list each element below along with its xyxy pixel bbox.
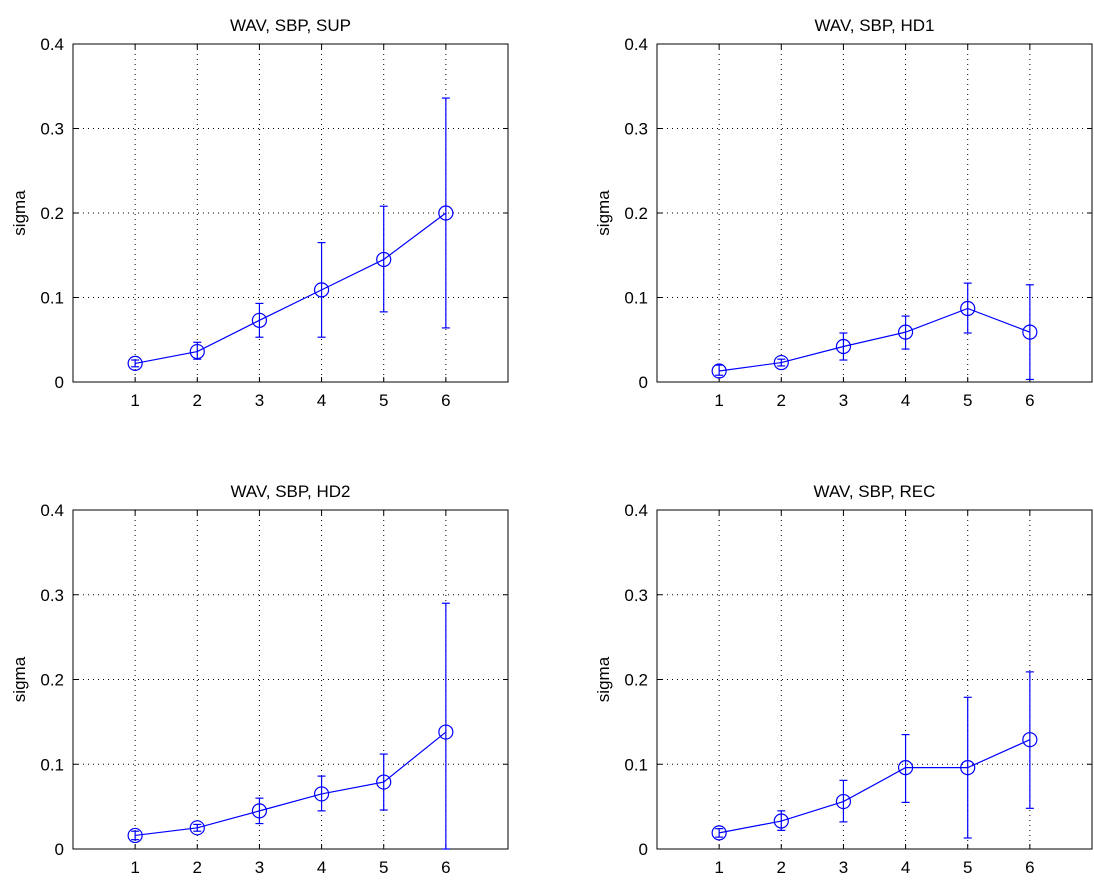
y-tick-label: 0.4 [624,501,648,520]
y-tick-label: 0.1 [40,289,64,308]
data-point [313,282,330,298]
x-tick-label: 2 [193,391,202,410]
chart-title: WAV, SBP, HD2 [231,482,351,501]
chart-title: WAV, SBP, REC [814,482,936,501]
y-axis-label: sigma [594,656,613,702]
y-tick-label: 0.2 [624,671,648,690]
data-point [376,251,392,268]
x-tick-label: 4 [317,858,326,877]
data-point [189,820,205,836]
y-tick-label: 0.4 [40,501,64,520]
x-tick-label: 1 [130,858,139,877]
x-tick-label: 6 [441,858,450,877]
x-tick-label: 5 [963,858,972,877]
x-tick-label: 5 [379,391,388,410]
x-tick-label: 4 [901,858,910,877]
x-tick-label: 2 [193,858,202,877]
y-tick-label: 0.3 [624,120,648,139]
x-tick-label: 1 [130,391,139,410]
data-point [835,793,852,810]
data-point [127,827,143,844]
data-point [711,363,727,379]
series-line [135,731,447,837]
data-point [1022,324,1038,340]
x-tick-label: 1 [714,391,723,410]
data-point [835,338,852,355]
x-tick-label: 6 [441,391,450,410]
y-axis-label: sigma [10,190,29,236]
data-point [438,205,454,221]
data-point [773,813,789,829]
subplot-sup: 1 2 3 4 5 6 0 0.1 0.2 0.3 0.4 WAV, SBP, SUP sigma [10,16,509,410]
plot-area [73,510,508,849]
x-tick-label: 3 [839,391,848,410]
x-tick-label: 1 [714,858,723,877]
y-tick-label: 0.1 [40,755,64,774]
data-point [773,354,789,371]
subplot-rec: 1 2 3 4 5 6 0 0.1 0.2 0.3 0.4 WAV, SBP, REC sigma [594,482,1093,877]
y-tick-label: 0 [639,840,648,859]
x-tick-label: 3 [255,391,264,410]
x-tick-label: 4 [317,391,326,410]
data-point [313,786,330,802]
subplot-hd1: 1 2 3 4 5 6 0 0.1 0.2 0.3 0.4 WAV, SBP, HD1 sigma [594,16,1093,410]
data-point [1022,732,1038,748]
x-tick-label: 3 [255,858,264,877]
plot-area [73,44,508,382]
x-tick-label: 5 [379,858,388,877]
x-tick-label: 6 [1025,858,1034,877]
x-tick-label: 6 [1025,391,1034,410]
x-tick-label: 2 [777,858,786,877]
series-line [719,307,1031,372]
y-tick-label: 0 [639,373,648,392]
y-tick-label: 0.4 [624,35,648,54]
y-axis-label: sigma [10,656,29,702]
y-tick-label: 0.3 [624,586,648,605]
data-point [251,312,268,328]
y-tick-label: 0.2 [40,204,64,223]
x-tick-label: 2 [777,391,786,410]
plot-area [657,44,1092,382]
y-tick-label: 0.2 [624,204,648,223]
y-tick-label: 0.1 [624,755,648,774]
data-point [127,355,143,372]
chart-title: WAV, SBP, HD1 [815,16,935,35]
y-tick-label: 0.4 [40,35,64,54]
y-tick-label: 0.3 [40,586,64,605]
series-line [135,212,447,364]
data-point [960,300,976,317]
y-tick-label: 0 [55,840,64,859]
chart-title: WAV, SBP, SUP [230,16,351,35]
data-point [960,760,976,776]
y-tick-label: 0 [55,373,64,392]
x-tick-label: 4 [901,391,910,410]
data-point [897,760,914,776]
data-point [438,724,454,740]
data-point [711,825,727,841]
data-point [376,774,392,790]
y-tick-label: 0.2 [40,671,64,690]
x-tick-label: 5 [963,391,972,410]
data-point [897,324,914,340]
subplot-hd2: 1 2 3 4 5 6 0 0.1 0.2 0.3 0.4 WAV, SBP, HD2 sigma [10,482,509,877]
y-tick-label: 0.3 [40,120,64,139]
plot-area [657,510,1092,849]
data-point [189,343,205,360]
data-point [251,803,268,819]
y-axis-label: sigma [594,190,613,236]
series-line [719,739,1031,834]
y-tick-label: 0.1 [624,289,648,308]
x-tick-label: 3 [839,858,848,877]
